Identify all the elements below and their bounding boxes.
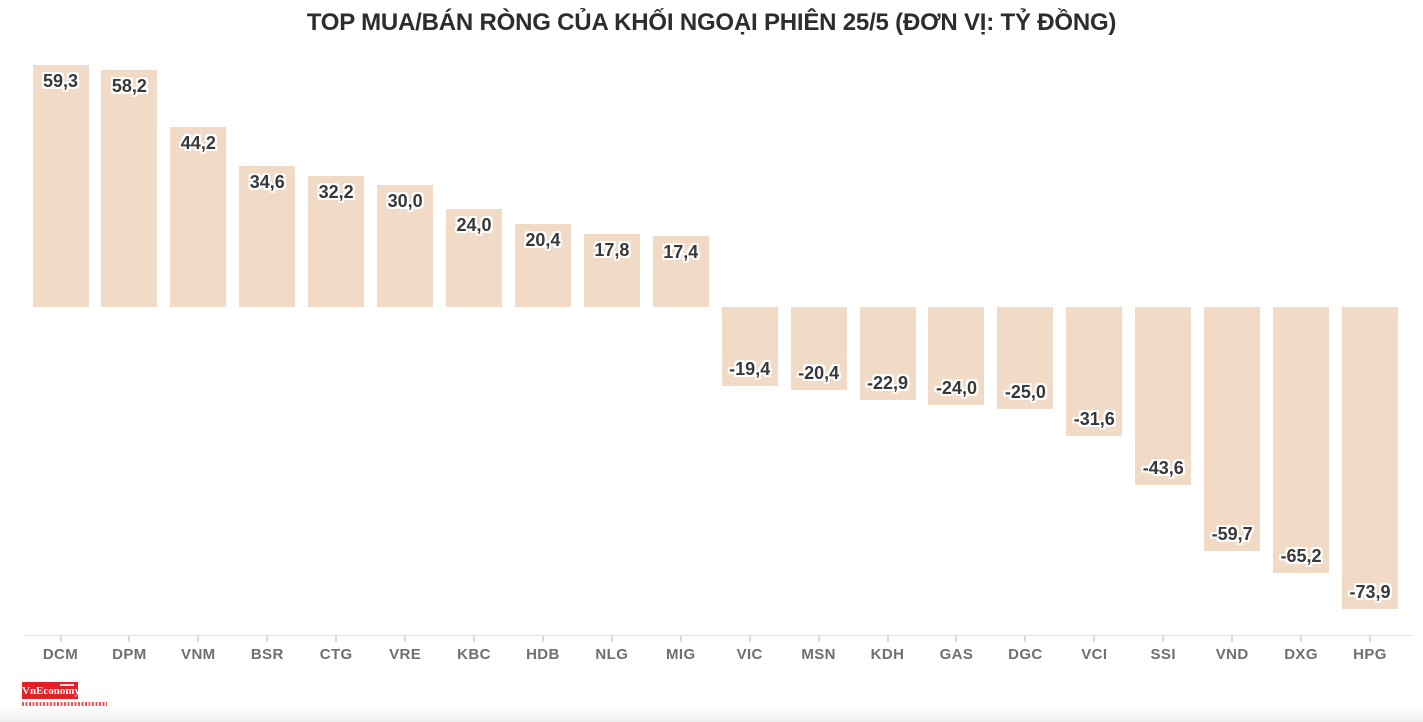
category-label: VIC	[736, 646, 763, 663]
value-label: 30,0	[387, 190, 423, 211]
value-label: 44,2	[180, 132, 216, 153]
x-axis-tick	[266, 635, 269, 642]
category-label: VRE	[389, 646, 422, 663]
logo-text: VnEconomy	[22, 685, 81, 697]
x-axis-tick	[817, 635, 820, 642]
bottom-fade	[0, 706, 1423, 722]
bar	[239, 165, 296, 307]
bar	[446, 209, 503, 307]
bar	[377, 184, 434, 307]
value-label: -25,0	[1004, 382, 1046, 402]
logo-mini-mark	[60, 684, 74, 686]
bar	[1341, 307, 1398, 609]
x-axis-tick	[1024, 635, 1027, 642]
value-label: 20,4	[525, 229, 561, 250]
bar	[652, 236, 709, 307]
category-label: MIG	[666, 646, 696, 663]
category-label: HDB	[526, 646, 560, 663]
bar	[32, 65, 89, 307]
logo-box: VnEconomy	[22, 682, 81, 699]
bar	[859, 307, 916, 401]
bar	[1204, 307, 1261, 551]
value-label: 17,4	[663, 242, 699, 262]
bar	[170, 126, 227, 307]
bar	[1273, 307, 1330, 574]
x-axis-tick	[404, 635, 407, 642]
category-label: VND	[1215, 646, 1249, 663]
bar	[514, 223, 571, 307]
bar	[928, 307, 985, 405]
x-axis-tick	[541, 635, 544, 642]
category-label: VNM	[181, 646, 216, 663]
category-label: KBC	[457, 646, 491, 663]
logo-tagline	[22, 702, 107, 706]
category-label: HPG	[1353, 646, 1387, 663]
value-label: 17,8	[594, 240, 630, 261]
x-axis-tick	[1093, 635, 1096, 642]
bar	[790, 307, 847, 391]
value-label: -73,9	[1349, 581, 1391, 602]
x-axis-tick	[610, 635, 613, 642]
bar	[583, 234, 640, 307]
chart-title: TOP MUA/BÁN RÒNG CỦA KHỐI NGOẠI PHIÊN 25…	[306, 9, 1117, 36]
x-axis-tick	[59, 635, 62, 642]
category-label: DXG	[1284, 646, 1318, 663]
x-axis-line	[24, 635, 1413, 636]
x-axis-tick	[128, 635, 131, 642]
x-axis-tick	[679, 635, 682, 642]
category-label: NLG	[595, 646, 629, 663]
value-label: 58,2	[111, 75, 147, 96]
bar	[721, 307, 778, 387]
value-label: 32,2	[318, 181, 354, 202]
category-label: SSI	[1150, 646, 1176, 663]
value-label: -31,6	[1073, 408, 1115, 429]
bar	[1066, 307, 1123, 436]
category-label: DPM	[112, 646, 147, 663]
category-label: VCI	[1081, 646, 1108, 663]
value-label: 24,0	[456, 215, 492, 236]
x-axis-tick	[197, 635, 200, 642]
bar	[101, 69, 158, 307]
x-axis-tick	[473, 635, 476, 642]
bar	[308, 175, 365, 307]
category-label: CTG	[319, 646, 353, 663]
bar	[1135, 307, 1192, 485]
x-axis-tick	[1368, 635, 1371, 642]
x-axis-tick	[1162, 635, 1165, 642]
x-axis-tick	[1231, 635, 1234, 642]
category-label: KDH	[870, 646, 905, 663]
category-label: GAS	[939, 646, 974, 663]
value-label: 34,6	[249, 171, 285, 192]
x-axis-tick	[748, 635, 751, 642]
category-label: MSN	[801, 646, 836, 663]
value-label: -24,0	[935, 377, 977, 398]
value-label: -59,7	[1211, 523, 1253, 544]
category-label: BSR	[250, 646, 284, 663]
x-axis-tick	[955, 635, 958, 642]
value-label: -19,4	[729, 359, 771, 380]
x-axis-tick	[335, 635, 338, 642]
value-label: -20,4	[798, 363, 840, 384]
x-axis-tick	[1300, 635, 1303, 642]
value-label: -22,9	[867, 373, 909, 394]
value-label: -43,6	[1142, 457, 1184, 478]
x-axis-tick	[886, 635, 889, 642]
category-label: DCM	[42, 646, 79, 663]
category-label: DGC	[1008, 646, 1043, 663]
value-label: -65,2	[1280, 546, 1322, 567]
value-label: 59,3	[42, 71, 79, 92]
bar	[997, 307, 1054, 409]
